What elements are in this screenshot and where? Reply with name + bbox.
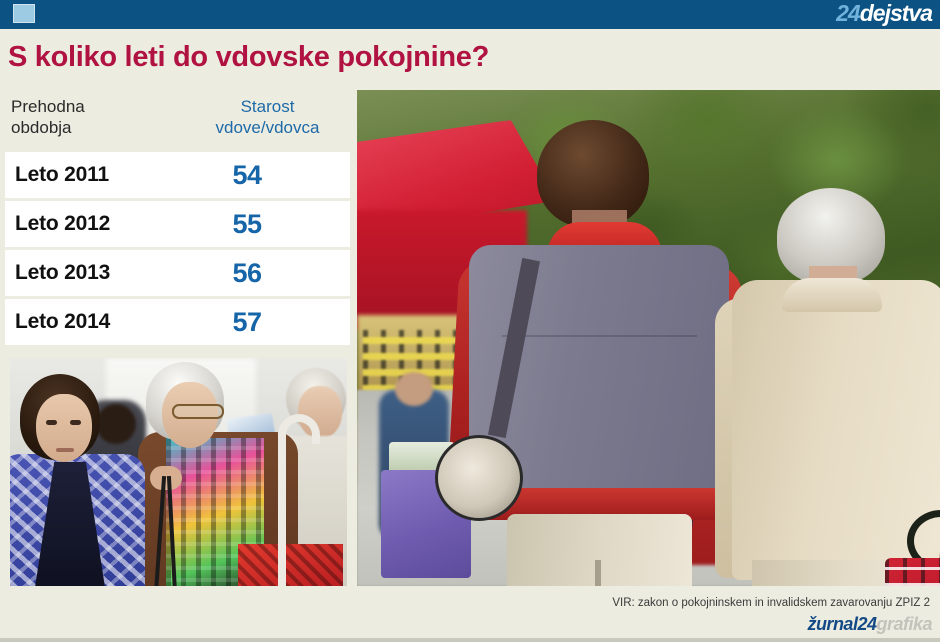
bottom-rule <box>0 638 940 642</box>
table-row: Leto 2014 57 <box>5 299 350 348</box>
table-row: Leto 2012 55 <box>5 201 350 250</box>
row-value: 54 <box>232 159 262 190</box>
table-header-row: Prehodna obdobja Starost vdove/vdovca <box>5 92 350 152</box>
photo-trouser-seam <box>595 560 601 586</box>
credit-logo: žurnal24grafika <box>807 614 932 634</box>
row-label: Leto 2012 <box>15 212 111 235</box>
photo-round-purse <box>435 435 523 521</box>
seated-elderly-women-photo <box>10 358 347 586</box>
brand-logo: 24dejstva <box>836 0 933 26</box>
header-rule <box>0 26 940 29</box>
photo-person-right-collar <box>782 278 882 312</box>
credit-suffix: grafika <box>876 614 932 634</box>
row-label: Leto 2011 <box>15 163 109 186</box>
photo-crutch <box>278 416 316 586</box>
photo-woman-two-hand <box>150 466 182 490</box>
header-bar: 24dejstva <box>0 0 940 26</box>
elderly-couple-walking-market-photo <box>357 90 940 586</box>
photo-woman-one-eye <box>46 420 57 425</box>
source-note: VIR: zakon o pokojninskem in invalidskem… <box>612 597 930 609</box>
column-header-age-line2: vdove/vdovca <box>215 118 320 137</box>
photo-woman-two-glasses <box>172 404 224 419</box>
brand-logo-prefix: 24 <box>836 0 861 26</box>
photo-person-right-coat <box>732 280 940 580</box>
photo-bag-handle <box>907 510 940 572</box>
blue-square-icon <box>13 4 35 23</box>
credit-brand: žurnal24 <box>807 614 877 634</box>
photo-woman-one-eye <box>70 420 81 425</box>
row-value: 55 <box>232 208 262 239</box>
row-label: Leto 2013 <box>15 261 111 284</box>
data-table: Prehodna obdobja Starost vdove/vdovca Le… <box>5 92 350 348</box>
column-header-age-line1: Starost <box>240 97 295 116</box>
row-label: Leto 2014 <box>15 310 111 333</box>
page-title: S koliko leti do vdovske pokojnine? <box>8 41 489 73</box>
column-header-periods-line2: obdobja <box>11 118 72 137</box>
row-value: 57 <box>232 306 262 337</box>
column-header-periods-line1: Prehodna <box>11 97 85 116</box>
photo-red-plaid-bag <box>885 558 940 586</box>
photo-woman-two-face <box>162 382 218 448</box>
table-row: Leto 2013 56 <box>5 250 350 299</box>
photo-jacket-seam <box>502 335 697 337</box>
table-row: Leto 2011 54 <box>5 152 350 201</box>
row-value: 56 <box>232 257 262 288</box>
photo-woman-one-mouth <box>56 448 74 452</box>
photo-background-person-head <box>96 404 136 444</box>
photo-background-person-head <box>395 372 433 406</box>
column-header-age: Starost vdove/vdovca <box>191 92 344 152</box>
column-header-periods: Prehodna obdobja <box>11 92 191 152</box>
brand-logo-name: dejstva <box>859 0 933 26</box>
